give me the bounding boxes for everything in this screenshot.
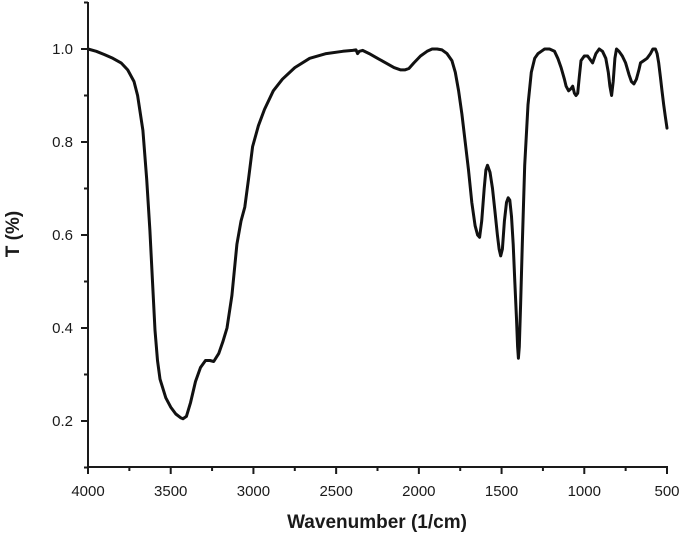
y-tick-label: 0.2: [52, 413, 73, 430]
x-tick-label: 1000: [568, 483, 601, 500]
plot-area: [86, 47, 669, 421]
y-axis: 0.2 0.4 0.6 0.8 1.0: [52, 1, 89, 469]
y-tick-label: 0.6: [52, 227, 73, 244]
y-tick-label: 0.8: [52, 134, 73, 151]
x-tick-label: 4000: [71, 483, 104, 500]
x-ticks: 4000 3500 3000 2500 2000 1500 1000 500: [71, 467, 680, 500]
x-tick-label: 3500: [154, 483, 187, 500]
y-tick-label: 1.0: [52, 41, 73, 58]
x-tick-label: 1500: [485, 483, 518, 500]
y-axis-title: T (%): [3, 211, 24, 257]
transmittance-curve: [86, 47, 669, 421]
x-axis: 4000 3500 3000 2500 2000 1500 1000 500: [71, 466, 680, 500]
x-tick-label: 2500: [319, 483, 352, 500]
y-ticks: 0.2 0.4 0.6 0.8 1.0: [52, 1, 88, 469]
y-tick-label: 0.4: [52, 320, 73, 337]
x-tick-label: 3000: [237, 483, 270, 500]
x-tick-label: 500: [654, 483, 679, 500]
x-tick-label: 2000: [402, 483, 435, 500]
x-axis-title: Wavenumber (1/cm): [287, 512, 467, 533]
